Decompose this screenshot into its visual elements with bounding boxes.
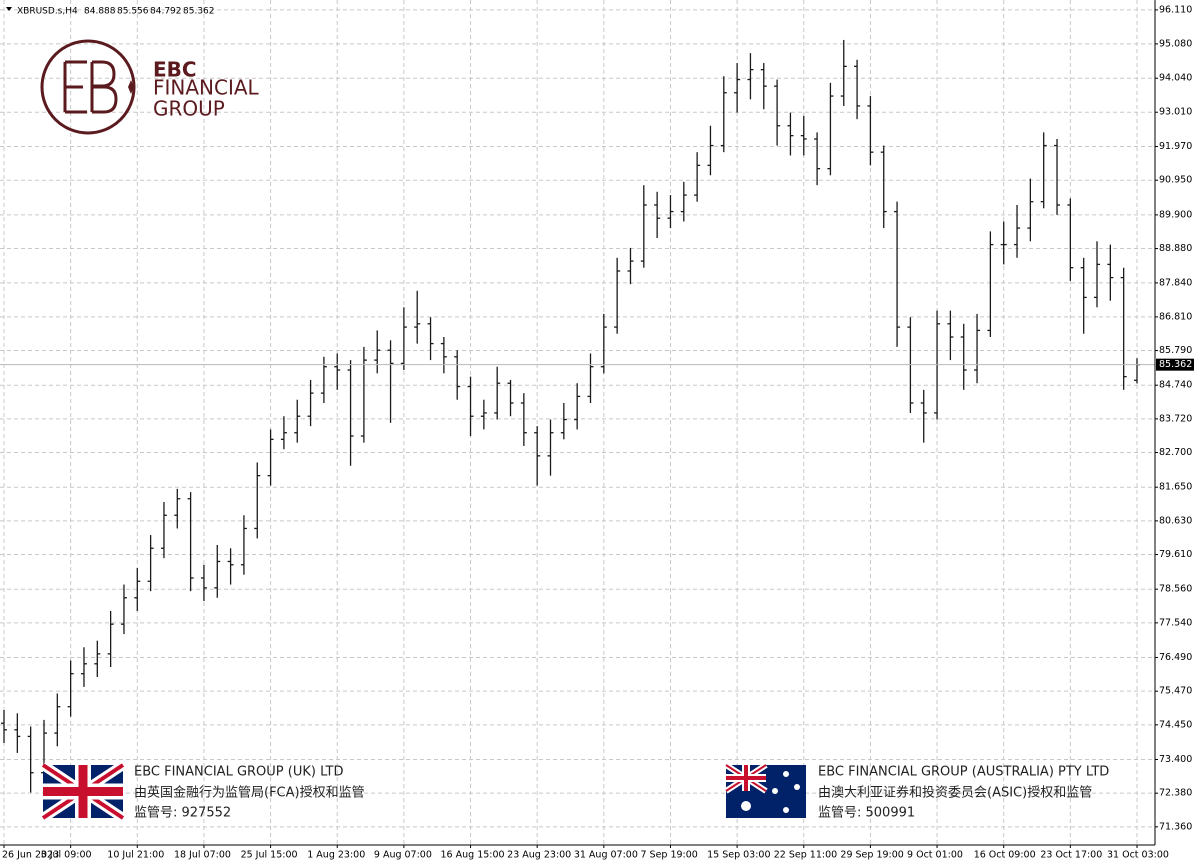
- header-arrow: [6, 7, 12, 11]
- uk-flag: [40, 760, 126, 823]
- y-tick-label: 74.450: [1159, 719, 1192, 730]
- uk-name: EBC FINANCIAL GROUP (UK) LTD: [134, 765, 344, 780]
- y-tick-label: 76.490: [1159, 652, 1192, 663]
- header-open: 84.888: [84, 7, 116, 17]
- x-tick-label: 9 Oct 01:00: [907, 850, 963, 861]
- x-tick-label: 15 Sep 03:00: [707, 850, 770, 861]
- header-close: 85.362: [183, 7, 215, 17]
- y-tick-label: 73.400: [1159, 754, 1192, 765]
- header-high: 85.556: [117, 7, 149, 17]
- y-tick-label: 89.900: [1159, 209, 1192, 220]
- logo-text: FINANCIAL: [153, 76, 260, 100]
- y-tick-label: 78.560: [1159, 584, 1192, 595]
- y-tick-label: 77.540: [1159, 617, 1192, 628]
- x-tick-label: 26 Jun 2023: [2, 850, 59, 861]
- uk-license: 监管号: 927552: [134, 806, 231, 821]
- header-low: 84.792: [150, 7, 182, 17]
- y-tick-label: 80.630: [1159, 515, 1192, 526]
- y-tick-label: 83.720: [1159, 413, 1192, 424]
- bars: [0, 39, 1155, 793]
- x-tick-label: 23 Oct 17:00: [1040, 850, 1102, 861]
- x-tick-label: 3 Jul 09:00: [41, 850, 92, 861]
- au-flag: [724, 762, 806, 818]
- au-license: 监管号: 500991: [818, 806, 915, 821]
- y-tick-label: 86.810: [1159, 311, 1192, 322]
- x-tick-label: 31 Oct 03:00: [1107, 850, 1169, 861]
- y-tick-label: 81.650: [1159, 482, 1192, 493]
- y-tick-label: 91.970: [1159, 141, 1192, 152]
- x-tick-label: 31 Aug 07:00: [574, 850, 638, 861]
- y-tick-label: 87.840: [1159, 277, 1192, 288]
- y-tick-label: 82.700: [1159, 447, 1192, 458]
- y-tick-label: 94.040: [1159, 73, 1192, 84]
- x-tick-label: 23 Aug 23:00: [507, 850, 571, 861]
- logo: EBC FINANCIAL GROUP: [40, 39, 260, 135]
- x-tick-label: 10 Jul 21:00: [107, 850, 164, 861]
- y-tick-label: 84.740: [1159, 380, 1192, 391]
- x-tick-label: 29 Sep 19:00: [840, 850, 903, 861]
- y-tick-label: 71.360: [1159, 821, 1192, 832]
- x-tick-label: 16 Oct 09:00: [974, 850, 1036, 861]
- logo-text: GROUP: [153, 97, 225, 121]
- au-regulator: 由澳大利亚证券和投资委员会(ASIC)授权和监管: [818, 785, 1092, 801]
- x-tick-label: 9 Aug 07:00: [374, 850, 432, 861]
- y-tick-label: 79.610: [1159, 549, 1192, 560]
- y-tick-label: 95.080: [1159, 38, 1192, 49]
- logo-text: EBC: [153, 58, 197, 82]
- y-tick-label: 88.880: [1159, 243, 1192, 254]
- uk-regulator: 由英国金融行为监管局(FCA)授权和监管: [134, 785, 365, 801]
- current-price-box: [1156, 358, 1194, 371]
- x-tick-label: 18 Jul 07:00: [174, 850, 231, 861]
- au-name: EBC FINANCIAL GROUP (AUSTRALIA) PTY LTD: [818, 765, 1109, 780]
- y-tick-label: 93.010: [1159, 107, 1192, 118]
- current-price-label: 85.362: [1159, 359, 1192, 370]
- y-tick-label: 90.950: [1159, 175, 1192, 186]
- y-tick-label: 72.380: [1159, 788, 1192, 799]
- y-tick-label: 85.790: [1159, 345, 1192, 356]
- y-tick-label: 75.470: [1159, 686, 1192, 697]
- y-tick-label: 96.110: [1159, 4, 1192, 15]
- x-tick-label: 1 Aug 23:00: [307, 850, 365, 861]
- x-tick-label: 22 Sep 11:00: [774, 850, 837, 861]
- x-tick-label: 16 Aug 15:00: [441, 850, 505, 861]
- x-tick-label: 7 Sep 19:00: [640, 850, 697, 861]
- symbol: XBRUSD.s,H4: [17, 7, 78, 17]
- x-tick-label: 25 Jul 15:00: [241, 850, 298, 861]
